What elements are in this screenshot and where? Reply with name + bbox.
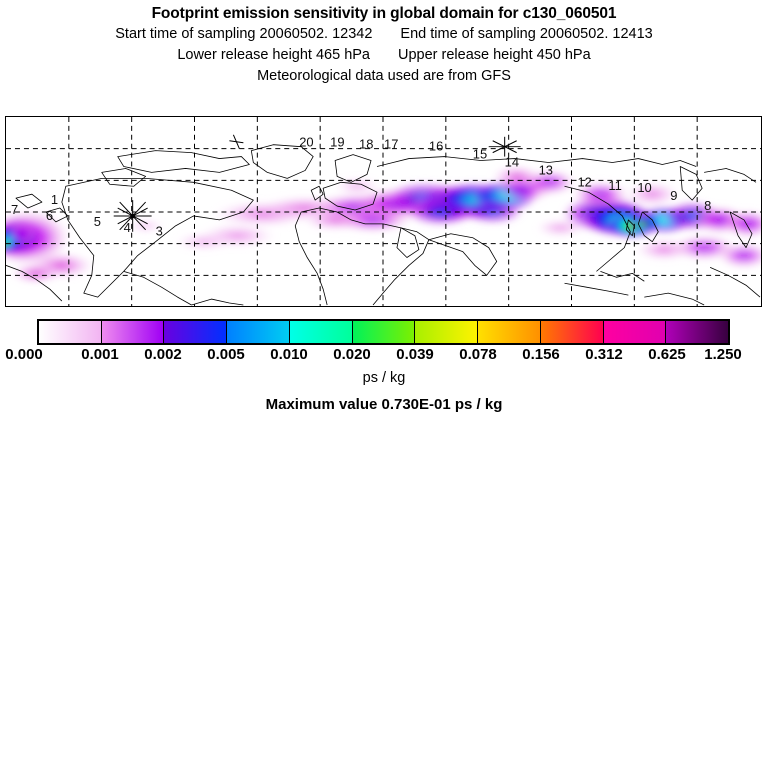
coastlines — [6, 144, 761, 306]
colorbar-segment — [666, 321, 729, 343]
colorbar-tick-labels: 0.000 0.001 0.002 0.005 0.010 0.020 0.039 0.078… — [0, 346, 768, 366]
trajectory-label: 12 — [577, 174, 591, 189]
trajectory-label: 9 — [670, 188, 677, 203]
trajectory-label: 14 — [505, 155, 519, 170]
colorbar-segment — [289, 321, 353, 343]
colorbar-tick-label: 0.020 — [333, 346, 371, 363]
trajectory-labels: 20 19 18 17 16 15 14 13 12 11 10 9 8 7 6… — [11, 135, 711, 239]
trajectory-label: 3 — [156, 224, 163, 239]
spacer — [372, 24, 400, 45]
colorbar-tick-label: 0.000 — [5, 346, 43, 363]
colorbar-segment — [101, 321, 165, 343]
trajectory-label: 17 — [384, 137, 398, 152]
colorbar-tick-label: 0.078 — [459, 346, 497, 363]
colorbar-segment — [227, 321, 290, 343]
trajectory-label: 8 — [704, 198, 711, 213]
colorbar-segment — [603, 321, 667, 343]
colorbar — [37, 319, 730, 345]
trajectory-label: 19 — [330, 135, 344, 150]
trajectory-label: 7 — [11, 202, 18, 217]
trajectory-label: 5 — [94, 214, 101, 229]
colorbar-segment — [540, 321, 604, 343]
colorbar-segment — [164, 321, 228, 343]
colorbar-segment — [39, 321, 102, 343]
trajectory-label: 11 — [608, 178, 621, 193]
sampling-time-row: Start time of sampling 20060502. 12342 E… — [0, 24, 768, 45]
footprint-map: 20 19 18 17 16 15 14 13 12 11 10 9 8 7 6… — [6, 117, 761, 306]
secondary-marker-icon — [488, 136, 521, 157]
trajectory-label-start: 1 — [51, 192, 58, 207]
trajectory-label: 20 — [299, 135, 313, 150]
trajectory-label: 10 — [637, 180, 651, 195]
colorbar-segment — [478, 321, 541, 343]
colorbar-tick-label: 1.250 — [704, 346, 742, 363]
trajectory-label: 13 — [539, 162, 553, 177]
colorbar-tick-label: 0.625 — [648, 346, 686, 363]
colorbar-tick-label: 0.156 — [522, 346, 560, 363]
colorbar-segment — [352, 321, 416, 343]
upper-release-height-label: Upper release height 450 hPa — [398, 47, 591, 63]
release-point-icon — [113, 200, 152, 232]
header-block: Footprint emission sensitivity in global… — [0, 0, 768, 87]
page-title: Footprint emission sensitivity in global… — [151, 5, 617, 22]
release-height-row: Lower release height 465 hPa Upper relea… — [0, 45, 768, 66]
graticule — [6, 117, 761, 306]
trajectory-label: 15 — [473, 147, 487, 162]
colorbar-segment — [415, 321, 479, 343]
colorbar-tick-label: 0.001 — [81, 346, 119, 363]
trajectory-label: 16 — [429, 139, 443, 154]
map-panel: 20 19 18 17 16 15 14 13 12 11 10 9 8 7 6… — [5, 116, 762, 307]
colorbar-tick-label: 0.312 — [585, 346, 623, 363]
colorbar-tick-label: 0.002 — [144, 346, 182, 363]
lower-release-height-label: Lower release height 465 hPa — [177, 47, 370, 63]
met-data-label: Meteorological data used are from GFS — [257, 68, 511, 84]
trajectory-label: 18 — [359, 137, 373, 152]
end-time-label: End time of sampling 20060502. 12413 — [400, 26, 653, 42]
trajectory-label: 4 — [124, 220, 131, 235]
trajectory-label: 6 — [46, 208, 53, 223]
colorbar-tick-label: 0.010 — [270, 346, 308, 363]
trajectory-tick-icon — [229, 134, 244, 149]
colorbar-tick-label: 0.005 — [207, 346, 245, 363]
spacer — [370, 45, 398, 66]
start-time-label: Start time of sampling 20060502. 12342 — [115, 26, 373, 42]
maximum-value-label: Maximum value 0.730E-01 ps / kg — [265, 396, 503, 413]
colorbar-tick-label: 0.039 — [396, 346, 434, 363]
colorbar-units-label: ps / kg — [362, 370, 406, 386]
